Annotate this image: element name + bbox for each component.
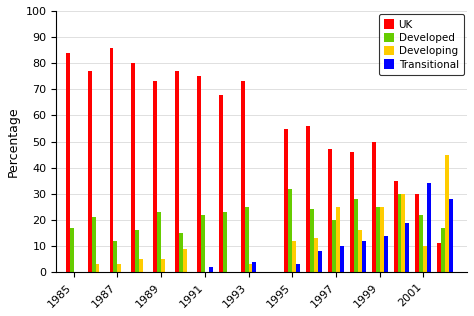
Bar xyxy=(427,183,431,272)
Bar xyxy=(209,267,213,272)
Bar xyxy=(161,259,165,272)
Bar xyxy=(66,53,70,272)
Bar xyxy=(201,215,205,272)
Bar xyxy=(219,94,223,272)
Bar xyxy=(419,215,423,272)
Bar xyxy=(336,207,340,272)
Bar xyxy=(131,63,136,272)
Bar xyxy=(393,181,398,272)
Y-axis label: Percentage: Percentage xyxy=(7,106,20,177)
Bar xyxy=(197,76,201,272)
Bar xyxy=(358,230,362,272)
Bar xyxy=(139,259,143,272)
Bar xyxy=(376,207,380,272)
Bar xyxy=(284,129,288,272)
Bar xyxy=(350,152,354,272)
Bar xyxy=(423,246,427,272)
Bar xyxy=(245,207,248,272)
Bar xyxy=(109,47,113,272)
Bar xyxy=(183,249,187,272)
Bar xyxy=(292,241,296,272)
Bar xyxy=(405,222,410,272)
Bar xyxy=(91,217,96,272)
Bar xyxy=(401,194,405,272)
Bar xyxy=(241,82,245,272)
Bar xyxy=(449,199,453,272)
Bar xyxy=(416,194,419,272)
Bar xyxy=(318,251,322,272)
Bar xyxy=(248,264,253,272)
Bar xyxy=(153,82,157,272)
Bar xyxy=(372,142,376,272)
Bar xyxy=(438,243,441,272)
Bar xyxy=(113,241,118,272)
Bar xyxy=(314,238,318,272)
Bar xyxy=(354,199,358,272)
Bar xyxy=(88,71,91,272)
Bar xyxy=(332,220,336,272)
Bar xyxy=(179,233,183,272)
Bar xyxy=(445,155,449,272)
Bar xyxy=(96,264,100,272)
Bar xyxy=(310,210,314,272)
Bar xyxy=(157,212,161,272)
Bar xyxy=(288,189,292,272)
Bar xyxy=(136,230,139,272)
Bar xyxy=(223,212,227,272)
Bar xyxy=(441,228,445,272)
Bar xyxy=(306,126,310,272)
Bar xyxy=(328,149,332,272)
Bar xyxy=(380,207,383,272)
Bar xyxy=(175,71,179,272)
Bar xyxy=(70,228,73,272)
Bar xyxy=(118,264,121,272)
Bar xyxy=(398,194,401,272)
Bar xyxy=(340,246,344,272)
Legend: UK, Developed, Developing, Transitional: UK, Developed, Developing, Transitional xyxy=(379,14,464,75)
Bar xyxy=(362,241,365,272)
Bar xyxy=(253,262,256,272)
Bar xyxy=(296,264,300,272)
Bar xyxy=(383,236,388,272)
